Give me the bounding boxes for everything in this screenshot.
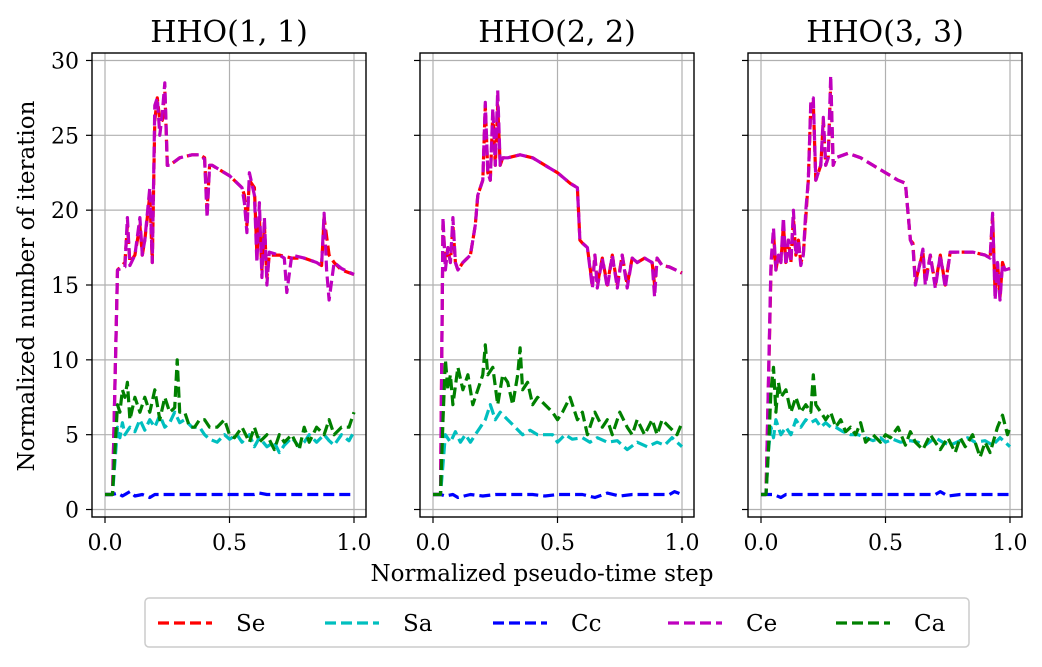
panel-title: HHO(1, 1) [150, 15, 308, 50]
series-line-ce [105, 81, 355, 497]
series-line-ce [433, 88, 683, 497]
x-tick-label: 0.0 [744, 531, 779, 556]
legend-items: Se Sa Cc Ce Ca [158, 611, 946, 637]
series-group [433, 88, 684, 500]
series-line-ca [105, 358, 356, 497]
series-line-ca [761, 365, 1012, 497]
legend: Se Sa Cc Ce Ca [144, 597, 970, 648]
y-tick-label: 20 [51, 199, 79, 224]
x-tick-label: 0.0 [88, 531, 123, 556]
legend-label-sa: Sa [403, 611, 433, 637]
series-line-cc [761, 490, 1010, 500]
series-line-sa [105, 410, 356, 497]
x-tick-label: 0.0 [416, 531, 451, 556]
y-tick-label: 5 [65, 424, 79, 449]
y-tick-label: 0 [65, 499, 79, 524]
legend-frame [144, 597, 970, 648]
series-line-sa [433, 403, 684, 497]
x-tick-label: 0.5 [868, 531, 903, 556]
series-line-ce [761, 73, 1011, 497]
series-line-cc [433, 490, 683, 500]
y-tick-label: 10 [51, 349, 79, 374]
panel-2: 0.0 0.5 1.0 HHO(2, 2) [414, 15, 700, 556]
legend-label-se: Se [236, 611, 265, 637]
panels: 0.0 0.5 1.0 0 5 10 15 20 25 30 HHO(1, 1) 0.0 0.5 1.0 H… [51, 15, 1028, 556]
y-tick-label: 15 [51, 274, 79, 299]
legend-label-ce: Ce [746, 611, 777, 637]
y-tick-label: 25 [51, 124, 79, 149]
x-tick-label: 1.0 [993, 531, 1028, 556]
panel-3: 0.0 0.5 1.0 HHO(3, 3) [742, 15, 1028, 556]
panel-1: 0.0 0.5 1.0 0 5 10 15 20 25 30 HHO(1, 1) [51, 15, 372, 556]
legend-label-ca: Ca [914, 611, 946, 637]
panel-title: HHO(2, 2) [478, 15, 636, 50]
x-tick-label: 1.0 [337, 531, 372, 556]
series-line-ca [433, 343, 684, 497]
x-tick-label: 0.5 [540, 531, 575, 556]
x-tick-label: 0.5 [212, 531, 247, 556]
series-group [105, 81, 356, 500]
panel-title: HHO(3, 3) [806, 15, 964, 50]
x-axis-label: Normalized pseudo-time step [371, 561, 714, 587]
x-tick-label: 1.0 [665, 531, 700, 556]
y-axis-label: Normalized number of iteration [14, 100, 40, 471]
series-line-cc [105, 490, 354, 500]
y-tick-label: 30 [51, 49, 79, 74]
series-group [761, 73, 1012, 500]
legend-label-cc: Cc [571, 611, 601, 637]
